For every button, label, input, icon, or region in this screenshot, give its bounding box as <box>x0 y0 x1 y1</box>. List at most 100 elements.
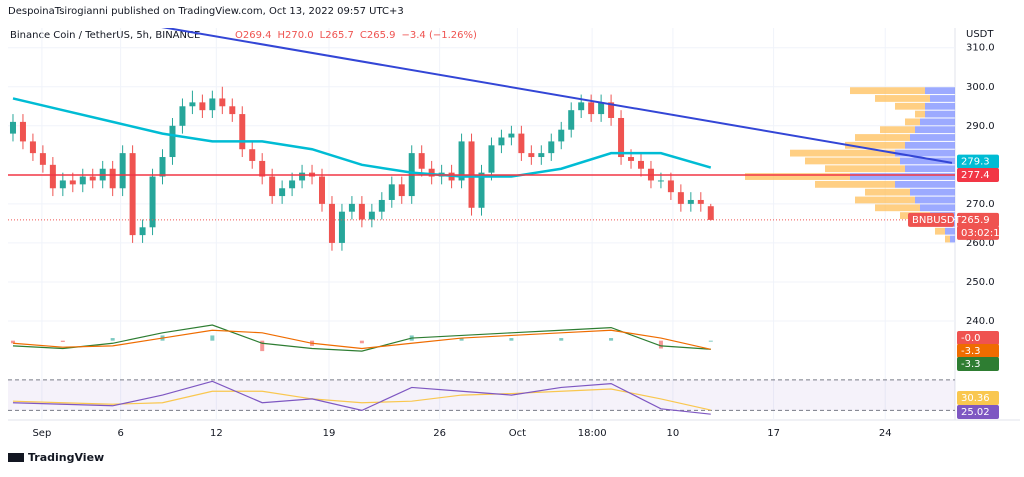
candle-body <box>418 153 425 169</box>
volume-buy <box>925 87 955 95</box>
candle-body <box>657 180 664 182</box>
axis: Sep 6 12 19 26 Oct 18:00 10 17 24 240.0 250.0 260.0 2… <box>32 43 1005 439</box>
candle-body <box>388 184 395 200</box>
macd-histogram <box>708 340 713 342</box>
macd-histogram <box>110 338 115 341</box>
candle-body <box>59 180 66 189</box>
trendline <box>161 28 953 164</box>
volume-buy <box>910 188 955 196</box>
last-price-box <box>957 212 999 227</box>
volume-sell <box>850 87 925 95</box>
ohlc-legend: H270.0 <box>278 30 314 41</box>
volume-buy <box>905 141 955 149</box>
candle-body <box>618 117 625 158</box>
volume-buy <box>900 157 955 165</box>
candle-body <box>29 141 36 154</box>
candle-body <box>259 160 266 177</box>
candle-body <box>239 114 246 150</box>
y-tick-label: 300.0 <box>966 82 995 93</box>
macd-histogram <box>210 335 215 341</box>
volume-sell <box>815 180 895 188</box>
candle-body <box>189 102 196 107</box>
x-tick-label: 18:00 <box>578 428 607 439</box>
candle-body <box>299 172 306 181</box>
volume-sell <box>855 134 910 141</box>
ohlc-legend: O269.4 <box>235 30 272 41</box>
macd-histogram <box>260 340 265 352</box>
candle-body <box>538 153 545 158</box>
macd-histogram <box>60 340 65 342</box>
volume-buy <box>925 102 955 110</box>
x-tick-label: 26 <box>433 428 446 439</box>
volume-sell <box>855 196 915 204</box>
candle-body <box>488 145 495 173</box>
macd-histogram <box>559 338 564 341</box>
candle-body <box>328 203 335 243</box>
symbol-label-box <box>908 212 954 227</box>
macd-histogram <box>359 340 364 344</box>
y-tick-label: 240.0 <box>966 316 995 327</box>
x-tick-label: 12 <box>210 428 223 439</box>
macd-histogram <box>658 340 663 349</box>
macd-last-value: -0.0 <box>961 333 981 344</box>
x-tick-label: 10 <box>667 428 680 439</box>
brand-logo <box>8 453 24 462</box>
candle-body <box>149 176 156 228</box>
candle-body <box>598 102 605 115</box>
candle-body <box>428 168 435 177</box>
volume-buy <box>945 227 955 235</box>
candle-body <box>338 211 345 243</box>
volume-buy <box>920 118 955 126</box>
macd-last-value-box <box>957 357 999 371</box>
volume-sell <box>875 95 930 102</box>
brand: TradingView <box>8 451 104 464</box>
x-tick-label: 24 <box>879 428 892 439</box>
volume-buy <box>850 173 955 180</box>
candle-body <box>548 141 555 154</box>
candle-body <box>498 137 505 146</box>
candle-body <box>608 102 615 118</box>
signal-line <box>12 329 711 350</box>
volume-buy <box>920 204 955 212</box>
moving-average <box>12 97 712 178</box>
ohlc-legend: C265.9 <box>360 30 396 41</box>
volume-buy <box>915 196 955 204</box>
volume-buy <box>895 149 955 157</box>
volume-sell <box>895 102 925 110</box>
volume-sell <box>790 149 895 157</box>
y-unit: USDT <box>966 29 994 40</box>
indicator-panes <box>8 324 955 415</box>
macd-last-value-box <box>957 331 999 345</box>
last-price: 265.9 <box>961 215 990 226</box>
volume-sell <box>875 204 920 212</box>
candle-body <box>508 133 515 138</box>
candle-body <box>289 180 296 189</box>
y-tick-label: 260.0 <box>966 238 995 249</box>
volume-buy <box>905 165 955 173</box>
candle-body <box>697 199 704 204</box>
candle-body <box>139 227 146 236</box>
symbol-title: Binance Coin / TetherUS, 5h, BINANCE <box>10 30 200 41</box>
ohlc-legend: −3.4 (−1.26%) <box>401 30 477 41</box>
candle-body <box>79 176 86 185</box>
candle-body <box>578 102 585 111</box>
candle-body <box>558 129 565 142</box>
candle-body <box>628 157 635 161</box>
volume-sell <box>945 235 950 243</box>
candle-body <box>119 153 126 189</box>
rsi-line <box>12 380 711 415</box>
candle-body <box>478 172 485 208</box>
candle-body <box>129 153 136 236</box>
brand-name: TradingView <box>28 451 104 464</box>
y-tick-label: 290.0 <box>966 121 995 132</box>
volume-sell <box>745 173 850 180</box>
candle-body <box>179 106 186 126</box>
level-value-box <box>957 167 999 182</box>
candle-body <box>49 164 56 189</box>
candle-body <box>169 125 176 158</box>
macd-last-value: -3.3 <box>961 346 981 357</box>
candle-body <box>568 110 575 130</box>
rsi-ma-value: 30.36 <box>961 393 990 404</box>
candle-body <box>707 206 714 220</box>
candle-body <box>39 153 46 165</box>
